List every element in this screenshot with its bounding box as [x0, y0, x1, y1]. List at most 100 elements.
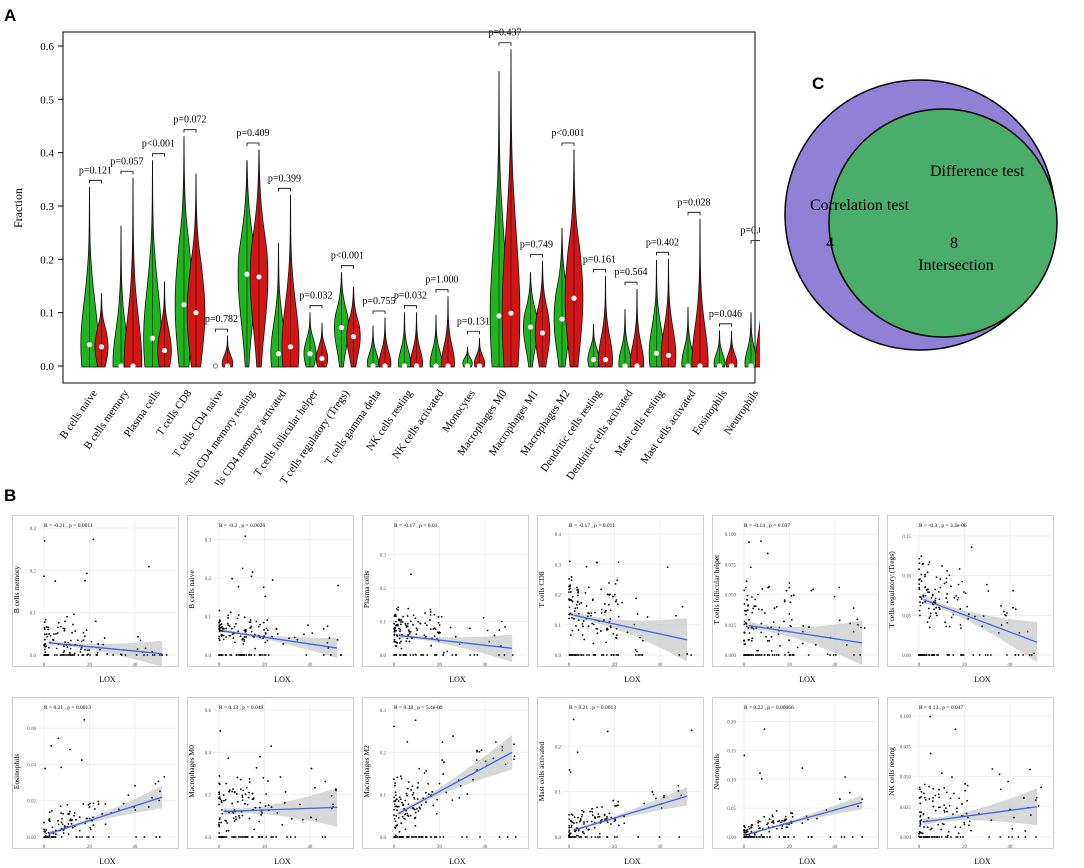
scatter-point	[393, 615, 396, 617]
scatter-point	[943, 787, 946, 789]
violin-median	[697, 363, 703, 369]
scatter-point	[221, 626, 223, 628]
x-tick-label: 20	[962, 663, 968, 668]
significance-bracket	[498, 42, 512, 46]
scatter-point	[935, 612, 937, 615]
scatter-point	[754, 833, 756, 836]
scatter-point	[922, 836, 925, 838]
scatter-point	[218, 797, 220, 800]
scatter-point	[778, 626, 781, 629]
scatter-point	[756, 654, 759, 656]
violin-median	[193, 310, 199, 316]
scatter-panel: 0 20 400.00.20.40.6R = 0.13 , p = 0.049Mac…	[187, 697, 354, 865]
scatter-point	[276, 811, 279, 814]
violin-median	[413, 363, 420, 369]
scatter-point	[60, 836, 63, 838]
scatter-point	[233, 836, 236, 838]
scatter-point	[1017, 836, 1020, 838]
scatter-point	[402, 654, 405, 656]
scatter-point	[743, 833, 746, 836]
p-value-label: p=0.755	[362, 296, 395, 307]
scatter-point	[955, 594, 958, 597]
scatter-point	[242, 789, 245, 792]
scatter-point	[244, 793, 247, 796]
scatter-point	[783, 599, 786, 602]
scatter-point	[411, 785, 414, 788]
y-tick-label: 0.05	[902, 614, 911, 619]
scatter-point	[254, 647, 257, 650]
scatter-point	[780, 821, 782, 824]
scatter-point	[787, 651, 790, 654]
scatter-panel: 0 20 400.000.020.040.06R = 0.21 , p = 0.00…	[12, 697, 179, 865]
scatter-point	[946, 836, 949, 838]
scatter-point	[222, 794, 225, 797]
scatter-point	[241, 799, 244, 802]
p-value-label: p=0.121	[79, 165, 112, 176]
scatter-point	[62, 832, 65, 834]
scatter-point	[584, 591, 587, 594]
scatter-point	[418, 767, 421, 770]
scatter-point	[600, 612, 603, 614]
scatter-point	[583, 638, 586, 641]
scatter-point	[303, 633, 305, 636]
scatter-point	[56, 632, 59, 634]
correlation-stat: R = 0.13 , p = 0.049	[219, 705, 263, 711]
scatter-point	[927, 836, 930, 838]
scatter-point	[258, 806, 261, 809]
scatter-point	[43, 621, 46, 624]
x-tick-label: 40	[1007, 845, 1013, 850]
scatter-point	[103, 637, 106, 639]
scatter-point	[984, 654, 987, 656]
scatter-point	[420, 804, 423, 806]
scatter-point	[218, 782, 220, 785]
scatter-point	[330, 654, 332, 656]
scatter-point	[393, 630, 396, 633]
scatter-point	[267, 654, 270, 656]
scatter-point	[933, 836, 935, 838]
scatter-point	[458, 643, 461, 646]
scatter-point	[929, 615, 932, 618]
scatter-point	[157, 780, 160, 783]
scatter-point	[576, 589, 579, 591]
scatter-point	[924, 573, 926, 576]
violin-median	[476, 363, 483, 369]
scatter-point	[918, 583, 921, 586]
scatter-point	[227, 624, 230, 627]
scatter-point	[288, 637, 290, 640]
scatter-point	[60, 654, 63, 656]
scatter-point	[965, 812, 968, 815]
scatter-point	[452, 735, 454, 737]
scatter-point	[393, 796, 396, 799]
scatter-point	[251, 792, 254, 795]
scatter-point	[495, 741, 497, 743]
scatter-point	[570, 826, 573, 829]
scatter-point	[54, 833, 57, 835]
scatter-point	[825, 809, 828, 812]
scatter-point	[957, 596, 960, 599]
scatter-point	[241, 814, 244, 817]
scatter-point	[243, 638, 246, 641]
scatter-point	[575, 625, 577, 627]
scatter-point	[784, 654, 786, 656]
scatter-point	[843, 836, 846, 838]
scatter-point	[461, 836, 463, 838]
scatter-point	[590, 836, 593, 838]
scatter-point	[763, 728, 766, 731]
violin-median	[527, 324, 534, 330]
scatter-point	[954, 728, 957, 731]
x-axis-title: LOX	[449, 857, 466, 865]
scatter-point	[568, 824, 571, 827]
scatter-point	[845, 643, 848, 646]
scatter-point	[55, 647, 58, 650]
scatter-point	[805, 815, 808, 818]
x-tick-label: 20	[262, 845, 268, 850]
y-axis-title: T cells CD8	[537, 571, 546, 607]
scatter-point	[613, 836, 616, 838]
scatter-point	[435, 812, 438, 815]
scatter-point	[955, 836, 957, 838]
scatter-point	[959, 627, 962, 630]
scatter-point	[743, 609, 746, 612]
scatter-point	[251, 571, 254, 574]
scatter-point	[750, 654, 753, 656]
scatter-point	[579, 836, 582, 838]
